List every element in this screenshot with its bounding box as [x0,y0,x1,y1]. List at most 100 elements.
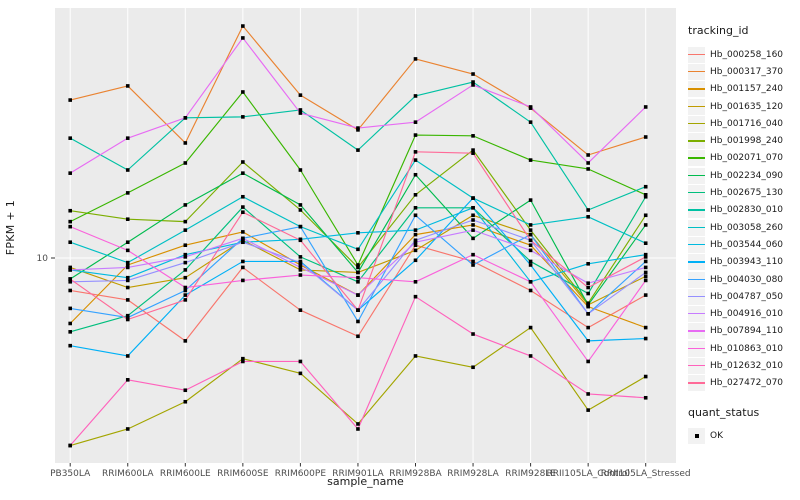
data-point [125,260,130,265]
legend-item: Hb_003943_110 [688,254,798,271]
legend-key-icon [688,340,705,357]
data-point [586,215,590,219]
legend-item: Hb_004030_080 [688,271,798,288]
legend-item-label: Hb_010863_010 [710,343,784,354]
legend-key-icon [688,167,705,184]
data-point [413,158,418,162]
legend-key-icon [688,236,705,253]
legend-item-label: Hb_001635_120 [710,101,784,112]
data-point [528,259,533,264]
data-point [643,213,648,218]
data-point [183,399,188,404]
data-point [241,160,245,164]
data-point [241,259,245,264]
data-point [125,285,130,290]
data-point [413,205,418,210]
data-point [241,194,245,199]
legend-item-label: Hb_001716_040 [710,118,784,129]
data-point [356,427,360,431]
legend-key-icon [688,46,705,63]
data-point [183,339,188,343]
data-point [586,359,590,364]
data-point [298,263,303,267]
legend-item: Hb_000317_370 [688,63,798,80]
data-point [413,150,418,154]
data-point [528,238,533,243]
data-point [183,243,188,248]
data-point [125,317,130,322]
legend-item: Hb_003544_060 [688,236,798,253]
data-point [528,228,533,232]
legend-key-icon [688,98,705,115]
data-point [471,196,475,200]
legend-item: Hb_003058_260 [688,219,798,236]
data-point [356,126,360,130]
data-point [643,184,648,189]
data-point [643,336,648,341]
legend-item-label: Hb_004030_080 [710,274,784,285]
data-point [643,278,648,283]
data-point [586,291,590,296]
data-point [125,263,130,267]
data-point [241,210,245,215]
legend-item-label: Hb_002234_090 [710,170,784,181]
legend-key-icon [688,202,705,219]
legend-item-label: OK [710,430,723,441]
data-point [68,171,72,175]
data-point [298,359,303,364]
data-point [298,111,303,115]
data-point [643,395,648,400]
data-point [356,319,360,324]
data-point [528,232,533,237]
x-tick-label: RRIM928LE [505,469,556,479]
data-point [125,136,130,140]
data-point [586,408,590,412]
data-point [68,268,72,272]
legend-item: Hb_004787_050 [688,288,798,305]
data-point [125,217,130,222]
data-point [471,223,475,227]
data-point [241,90,245,94]
data-point [356,263,360,267]
data-point [471,365,475,370]
legend-key-icon [688,254,705,271]
data-point [471,80,475,84]
data-point [413,133,418,137]
data-point [413,294,418,299]
data-point [356,148,360,152]
data-point [643,293,648,297]
data-point [471,259,475,264]
legend-key-icon [688,133,705,150]
data-point [643,259,648,264]
data-point [241,236,245,241]
data-point [183,275,188,280]
data-point [298,273,303,277]
data-point [125,427,130,431]
y-axis-title: FPKM + 1 [4,200,17,256]
x-tick-label: RRII105LA_Stressed [601,469,691,479]
data-point [183,293,188,297]
data-point [471,218,475,222]
data-point [528,288,533,293]
data-point [586,303,590,307]
data-point [298,208,303,212]
data-point [125,240,130,245]
data-point [68,279,72,284]
legend-item: Hb_010863_010 [688,340,798,357]
data-point [413,243,418,248]
data-point [68,288,72,293]
data-point [298,168,303,172]
data-point [413,354,418,358]
data-point [586,285,590,290]
legend-item-label: Hb_012632_010 [710,360,784,371]
data-point [471,228,475,232]
data-point [643,274,648,279]
data-point [586,339,590,343]
data-point [125,191,130,195]
data-point [125,378,130,382]
data-point [241,359,245,364]
data-point [471,263,475,267]
data-point [356,293,360,297]
